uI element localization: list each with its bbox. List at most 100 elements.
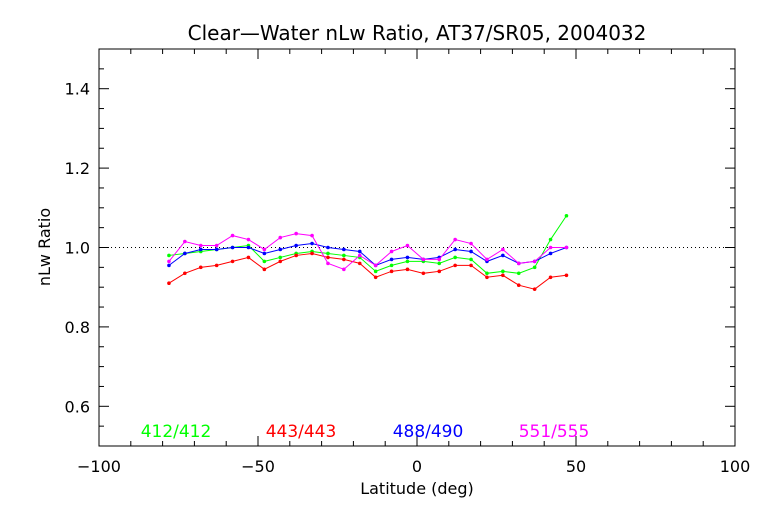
data-point bbox=[278, 259, 283, 264]
data-point bbox=[389, 257, 394, 262]
x-axis-label: Latitude (deg) bbox=[360, 479, 474, 498]
data-point bbox=[405, 243, 410, 248]
data-point bbox=[485, 271, 489, 276]
data-point bbox=[294, 231, 298, 236]
data-point bbox=[501, 247, 505, 252]
data-point bbox=[262, 251, 267, 256]
data-point bbox=[230, 233, 235, 238]
data-point bbox=[326, 255, 330, 260]
data-point bbox=[485, 275, 489, 280]
data-point bbox=[373, 275, 378, 280]
x-tick-label: −100 bbox=[77, 457, 121, 476]
data-point bbox=[532, 259, 537, 264]
data-point bbox=[405, 259, 410, 264]
data-point bbox=[342, 257, 346, 262]
data-point bbox=[389, 269, 394, 274]
data-point bbox=[183, 239, 187, 244]
legend-item: 443/443 bbox=[266, 422, 337, 442]
data-point bbox=[548, 275, 553, 280]
data-point bbox=[389, 263, 394, 268]
data-point bbox=[167, 263, 171, 268]
series-line-443/443 bbox=[168, 252, 567, 290]
data-point bbox=[357, 253, 362, 258]
data-point bbox=[214, 263, 219, 268]
series-line-551/555 bbox=[168, 233, 567, 270]
data-point bbox=[469, 263, 473, 268]
data-point bbox=[167, 259, 171, 264]
data-point bbox=[230, 259, 235, 264]
data-point bbox=[501, 269, 505, 274]
data-point bbox=[405, 267, 410, 272]
data-point bbox=[373, 263, 378, 268]
data-point bbox=[501, 273, 505, 278]
y-tick-label: 1.4 bbox=[65, 80, 90, 99]
data-point bbox=[469, 241, 473, 246]
data-point bbox=[167, 253, 171, 258]
data-point bbox=[198, 243, 203, 248]
data-point bbox=[230, 245, 235, 250]
data-point bbox=[326, 245, 330, 250]
y-axis-label: nLw Ratio bbox=[35, 208, 54, 286]
chart-title: Clear—Water nLw Ratio, AT37/SR05, 200403… bbox=[188, 21, 647, 45]
data-point bbox=[516, 271, 521, 276]
data-point bbox=[421, 257, 426, 262]
data-point bbox=[310, 241, 314, 246]
data-point bbox=[437, 261, 442, 266]
data-point bbox=[516, 261, 521, 266]
data-point bbox=[373, 269, 378, 274]
data-point bbox=[278, 247, 283, 252]
y-tick-label: 0.8 bbox=[65, 318, 90, 337]
data-point bbox=[469, 257, 473, 262]
data-point bbox=[246, 255, 251, 260]
data-point bbox=[326, 261, 330, 266]
data-point bbox=[469, 249, 473, 254]
data-point bbox=[421, 271, 426, 276]
y-tick-label: 0.6 bbox=[65, 397, 90, 416]
y-tick-label: 1.0 bbox=[65, 239, 90, 258]
data-point bbox=[198, 247, 203, 252]
data-point bbox=[437, 269, 442, 274]
series-line-488/490 bbox=[168, 243, 567, 266]
x-tick-label: −50 bbox=[241, 457, 275, 476]
data-point bbox=[278, 235, 283, 240]
data-point bbox=[564, 273, 569, 278]
x-tick-label: 0 bbox=[412, 457, 422, 476]
data-point bbox=[262, 267, 267, 272]
x-tick-label: 50 bbox=[566, 457, 586, 476]
data-point bbox=[405, 255, 410, 260]
data-point bbox=[564, 245, 569, 250]
data-point bbox=[357, 249, 362, 254]
data-point bbox=[453, 247, 457, 252]
data-point bbox=[453, 263, 457, 268]
data-point bbox=[357, 261, 362, 266]
data-point bbox=[183, 271, 187, 276]
data-point bbox=[214, 247, 219, 252]
data-point bbox=[246, 237, 251, 242]
data-point bbox=[278, 255, 283, 260]
data-point bbox=[246, 245, 251, 250]
data-point bbox=[548, 237, 553, 242]
data-point bbox=[342, 247, 346, 252]
data-point bbox=[262, 247, 267, 252]
data-point bbox=[453, 255, 457, 260]
data-point bbox=[342, 267, 346, 272]
series-line-412/412 bbox=[168, 215, 567, 274]
data-point bbox=[437, 257, 442, 262]
legend-item: 551/555 bbox=[519, 422, 590, 442]
series-group bbox=[167, 213, 569, 291]
legend-item: 488/490 bbox=[393, 422, 464, 442]
data-point bbox=[310, 251, 314, 256]
data-point bbox=[453, 237, 457, 242]
data-point bbox=[548, 245, 553, 250]
data-point bbox=[485, 257, 489, 262]
legend-item: 412/412 bbox=[141, 422, 212, 442]
data-point bbox=[310, 233, 314, 238]
data-point bbox=[198, 265, 203, 270]
data-point bbox=[214, 243, 219, 248]
legend: 412/412 443/443 488/490 551/555 bbox=[141, 422, 590, 442]
data-point bbox=[294, 243, 298, 248]
data-point bbox=[294, 253, 298, 258]
x-tick-label: 100 bbox=[720, 457, 751, 476]
